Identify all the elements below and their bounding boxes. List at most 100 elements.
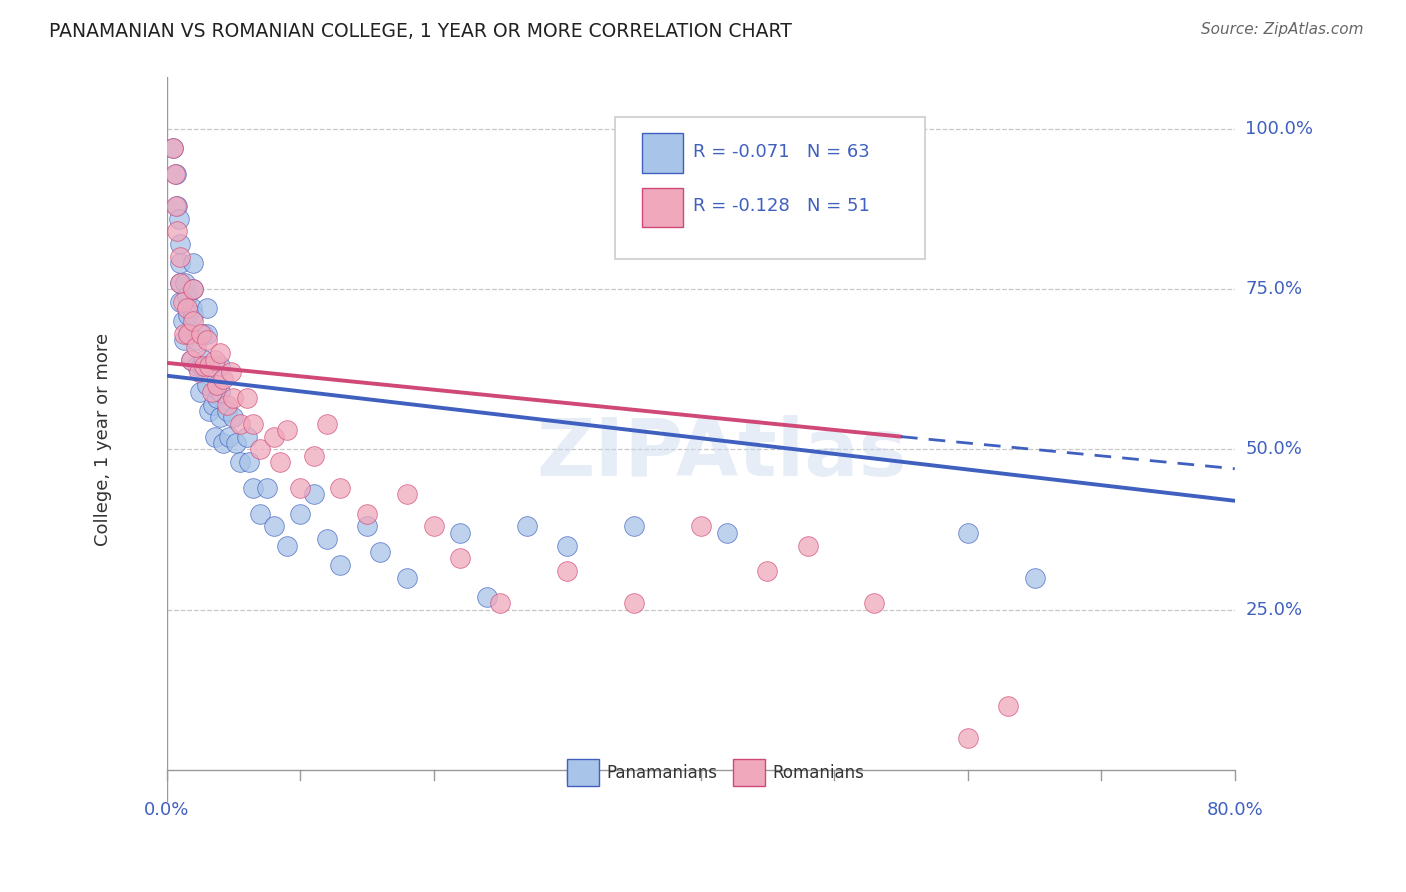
Point [242,417,264,431]
Point [186,359,208,373]
Point [193,359,215,373]
Text: Panamanians: Panamanians [607,764,717,781]
Point [229,417,252,431]
Point [207,378,229,392]
Point [176,288,198,302]
Point [516,519,538,533]
Point [316,417,339,431]
Point [218,429,240,443]
Text: 25.0%: 25.0% [1246,601,1302,619]
FancyBboxPatch shape [643,187,682,227]
Point [263,429,285,443]
Point [188,384,211,399]
Point [449,551,471,566]
Point [555,539,578,553]
Point [181,301,204,316]
Point [238,455,260,469]
Point [176,301,198,316]
Point [236,429,259,443]
Point [956,525,979,540]
Point [195,326,218,341]
Point [209,359,232,373]
Point [202,398,225,412]
Point [475,590,498,604]
Point [167,211,190,226]
Text: 75.0%: 75.0% [1246,280,1302,298]
Point [187,366,209,380]
Point [269,455,291,469]
Point [756,565,779,579]
Point [163,167,186,181]
Point [169,276,191,290]
Point [329,481,352,495]
Text: Romanians: Romanians [772,764,865,781]
Point [997,699,1019,714]
Point [184,340,207,354]
Point [180,352,202,367]
Point [329,558,352,572]
Point [863,596,886,610]
Point [195,334,218,348]
Point [183,282,205,296]
Point [174,276,197,290]
Point [302,449,325,463]
Point [449,525,471,540]
Point [165,199,187,213]
Point [222,391,245,405]
Point [173,334,195,348]
Point [209,384,232,399]
Text: R = -0.071   N = 63: R = -0.071 N = 63 [693,143,870,161]
Point [179,326,201,341]
Text: ZIPAtlas: ZIPAtlas [537,416,907,493]
Point [169,237,191,252]
Point [169,250,191,264]
Point [169,276,191,290]
Point [198,359,221,373]
Point [169,256,191,270]
Point [183,282,205,296]
Point [229,455,252,469]
Text: R = -0.128   N = 51: R = -0.128 N = 51 [693,197,870,216]
Point [193,352,215,367]
Point [249,507,271,521]
Text: 100.0%: 100.0% [1246,120,1313,137]
Point [222,410,245,425]
Point [211,436,233,450]
Point [489,596,512,610]
Point [395,487,418,501]
Point [368,545,391,559]
Point [162,141,184,155]
Text: 50.0%: 50.0% [1246,441,1302,458]
Point [165,167,187,181]
Point [316,533,339,547]
Point [183,314,205,328]
Point [207,391,229,405]
Text: Source: ZipAtlas.com: Source: ZipAtlas.com [1201,22,1364,37]
Point [623,596,645,610]
Point [211,372,233,386]
Point [276,539,298,553]
Point [263,519,285,533]
Point [204,429,226,443]
Point [209,346,232,360]
Point [209,410,232,425]
Point [356,519,378,533]
Point [177,308,200,322]
Point [190,359,212,373]
FancyBboxPatch shape [733,759,765,786]
Point [242,481,264,495]
Point [172,294,194,309]
Point [180,352,202,367]
Point [689,519,711,533]
Point [249,442,271,457]
Point [1024,571,1046,585]
Point [290,481,312,495]
Point [395,571,418,585]
Point [225,436,247,450]
Point [201,384,224,399]
Point [190,326,212,341]
Point [623,519,645,533]
Text: PANAMANIAN VS ROMANIAN COLLEGE, 1 YEAR OR MORE CORRELATION CHART: PANAMANIAN VS ROMANIAN COLLEGE, 1 YEAR O… [49,22,792,41]
Point [215,404,238,418]
Point [796,539,818,553]
